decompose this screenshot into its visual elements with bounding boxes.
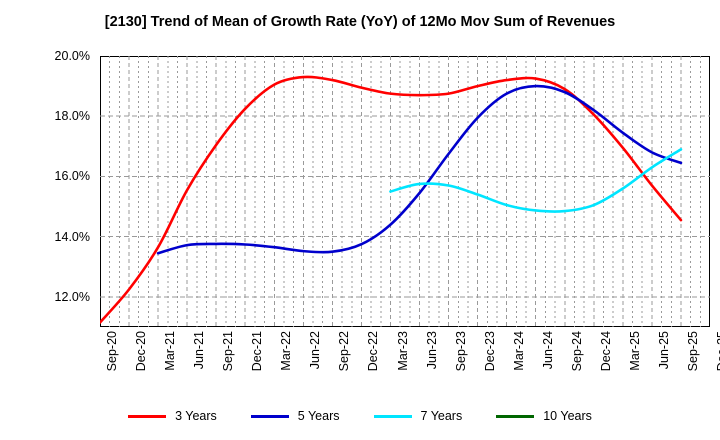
x-axis-tick-label: Jun-25 bbox=[656, 331, 671, 370]
y-axis-tick-label: 16.0% bbox=[54, 169, 90, 184]
x-axis-tick-label: Mar-25 bbox=[627, 331, 642, 371]
x-axis-tick-label: Mar-21 bbox=[163, 331, 178, 371]
x-axis-tick-label: Sep-25 bbox=[686, 331, 700, 372]
chart-legend: 3 Years 5 Years 7 Years 10 Years bbox=[0, 404, 720, 428]
x-axis-tick-label: Sep-20 bbox=[105, 331, 119, 372]
legend-color-swatch bbox=[250, 414, 289, 418]
x-axis-tick-label: Jun-21 bbox=[192, 331, 207, 370]
x-axis-tick-label: Dec-23 bbox=[482, 331, 497, 372]
series-line bbox=[100, 75, 683, 324]
legend-label: 3 Years bbox=[175, 409, 217, 423]
x-axis-tick-label: Jun-22 bbox=[308, 331, 323, 370]
y-axis-tick-label: 12.0% bbox=[54, 289, 90, 304]
legend-item[interactable]: 5 Years bbox=[250, 409, 340, 423]
x-axis-tick-label: Dec-24 bbox=[598, 331, 613, 372]
x-axis-tick-label: Jun-23 bbox=[424, 331, 439, 370]
x-axis-tick-label: Sep-22 bbox=[337, 331, 352, 372]
x-axis-tick-label: Sep-23 bbox=[453, 331, 468, 372]
legend-label: 5 Years bbox=[297, 409, 340, 423]
x-axis-tick-label: Mar-24 bbox=[511, 331, 526, 371]
legend-item[interactable]: 10 Years bbox=[496, 409, 592, 423]
legend-color-swatch bbox=[128, 414, 167, 418]
legend-item[interactable]: 3 Years bbox=[128, 409, 217, 423]
x-axis-tick-label: Mar-23 bbox=[395, 331, 410, 371]
legend-label: 7 Years bbox=[420, 409, 463, 423]
x-axis-tick-label: Dec-25 bbox=[715, 331, 720, 372]
legend-color-swatch bbox=[496, 414, 535, 418]
data-series-layer bbox=[100, 75, 683, 324]
plot-area bbox=[100, 56, 710, 327]
legend-color-swatch bbox=[373, 414, 412, 418]
x-axis-tick-label: Sep-24 bbox=[569, 331, 584, 372]
chart-title: [2130] Trend of Mean of Growth Rate (YoY… bbox=[104, 14, 616, 30]
y-axis-tick-label: 20.0% bbox=[54, 49, 90, 63]
y-axis-tick-labels: 12.0% 14.0% 16.0% 18.0% 20.0% bbox=[26, 49, 90, 327]
x-axis-tick-label: Dec-22 bbox=[366, 331, 381, 372]
x-axis-tick-label: Jun-24 bbox=[540, 331, 555, 370]
x-axis-tick-label: Dec-20 bbox=[134, 331, 148, 372]
series-line bbox=[389, 148, 683, 213]
grid-lines bbox=[100, 56, 710, 327]
y-axis-tick-label: 14.0% bbox=[54, 229, 90, 244]
x-axis-tick-label: Mar-22 bbox=[279, 331, 294, 371]
legend-label: 10 Years bbox=[543, 409, 592, 423]
x-axis-tick-label: Sep-21 bbox=[221, 331, 236, 372]
x-axis-tick-labels: Sep-20 Dec-20 Mar-21 Jun-21 Sep-21 Dec-21 Mar-… bbox=[100, 331, 720, 401]
y-axis-tick-label: 18.0% bbox=[54, 109, 90, 124]
x-axis-tick-label: Dec-21 bbox=[250, 331, 265, 372]
series-line bbox=[156, 84, 683, 255]
plot-frame bbox=[100, 56, 710, 327]
legend-item[interactable]: 7 Years bbox=[373, 409, 463, 423]
